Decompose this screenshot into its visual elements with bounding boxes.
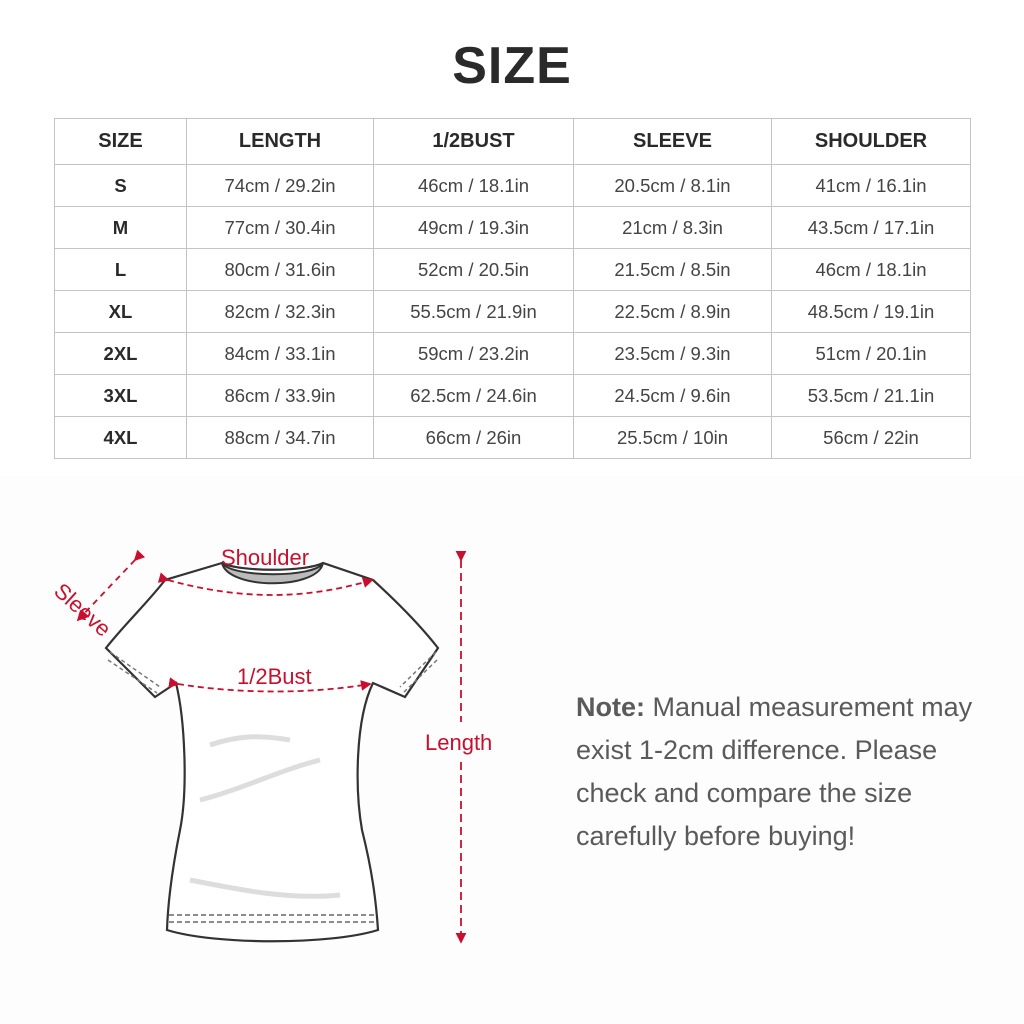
- table-row: 4XL 88cm / 34.7in 66cm / 26in 25.5cm / 10in…: [54, 416, 971, 459]
- shoulder-label: Shoulder: [221, 545, 310, 570]
- tshirt-outline: [104, 561, 440, 943]
- size-cell: S: [54, 164, 187, 207]
- measurement-cell: 86cm / 33.9in: [186, 374, 374, 417]
- diagram-section: [0, 476, 1024, 1024]
- measurement-cell: 20.5cm / 8.1in: [573, 164, 772, 207]
- bust-label: 1/2Bust: [237, 664, 312, 689]
- measurement-cell: 22.5cm / 8.9in: [573, 290, 772, 333]
- table-row: M 77cm / 30.4in 49cm / 19.3in 21cm / 8.3in 4…: [54, 206, 971, 249]
- measurement-cell: 25.5cm / 10in: [573, 416, 772, 459]
- size-table: SIZE LENGTH 1/2BUST SLEEVE SHOULDER S 74c…: [54, 118, 971, 459]
- measurement-cell: 66cm / 26in: [373, 416, 574, 459]
- size-cell: M: [54, 206, 187, 249]
- note: Note: Manual measurement may exist 1-2cm…: [576, 686, 996, 858]
- page-title: SIZE: [452, 37, 572, 95]
- header-length: LENGTH: [186, 118, 374, 165]
- measurement-cell: 88cm / 34.7in: [186, 416, 374, 459]
- measurement-cell: 21.5cm / 8.5in: [573, 248, 772, 291]
- measurement-cell: 53.5cm / 21.1in: [771, 374, 971, 417]
- measurement-cell: 43.5cm / 17.1in: [771, 206, 971, 249]
- measurement-cell: 80cm / 31.6in: [186, 248, 374, 291]
- table-row: 3XL 86cm / 33.9in 62.5cm / 24.6in 24.5cm / …: [54, 374, 971, 417]
- note-label: Note:: [576, 692, 645, 722]
- measurement-cell: 62.5cm / 24.6in: [373, 374, 574, 417]
- measurement-cell: 74cm / 29.2in: [186, 164, 374, 207]
- measurement-cell: 84cm / 33.1in: [186, 332, 374, 375]
- table-row: XL 82cm / 32.3in 55.5cm / 21.9in 22.5cm / 8…: [54, 290, 971, 333]
- measurement-cell: 46cm / 18.1in: [771, 248, 971, 291]
- measurement-cell: 41cm / 16.1in: [771, 164, 971, 207]
- measurement-cell: 59cm / 23.2in: [373, 332, 574, 375]
- header-shoulder: SHOULDER: [771, 118, 971, 165]
- measurement-cell: 49cm / 19.3in: [373, 206, 574, 249]
- measurement-cell: 82cm / 32.3in: [186, 290, 374, 333]
- size-cell: 3XL: [54, 374, 187, 417]
- bust-arrow: [168, 677, 372, 693]
- size-cell: 4XL: [54, 416, 187, 459]
- table-row: L 80cm / 31.6in 52cm / 20.5in 21.5cm / 8.5i…: [54, 248, 971, 291]
- measurement-cell: 51cm / 20.1in: [771, 332, 971, 375]
- measurement-cell: 48.5cm / 19.1in: [771, 290, 971, 333]
- table-row: S 74cm / 29.2in 46cm / 18.1in 20.5cm / 8.1i…: [54, 164, 971, 207]
- measurement-cell: 77cm / 30.4in: [186, 206, 374, 249]
- sleeve-arrow: [76, 549, 146, 622]
- measurement-cell: 23.5cm / 9.3in: [573, 332, 772, 375]
- table-header-row: SIZE LENGTH 1/2BUST SLEEVE SHOULDER: [54, 118, 971, 165]
- table-row: 2XL 84cm / 33.1in 59cm / 23.2in 23.5cm / 9.…: [54, 332, 971, 375]
- measurement-cell: 24.5cm / 9.6in: [573, 374, 772, 417]
- header-size: SIZE: [54, 118, 187, 165]
- header-bust: 1/2BUST: [373, 118, 574, 165]
- note-text: Manual measurement may exist 1-2cm diffe…: [576, 692, 973, 851]
- shoulder-arrow: [157, 572, 374, 596]
- measurement-cell: 21cm / 8.3in: [573, 206, 772, 249]
- measurement-cell: 56cm / 22in: [771, 416, 971, 459]
- size-cell: L: [54, 248, 187, 291]
- length-label: Length: [425, 730, 493, 755]
